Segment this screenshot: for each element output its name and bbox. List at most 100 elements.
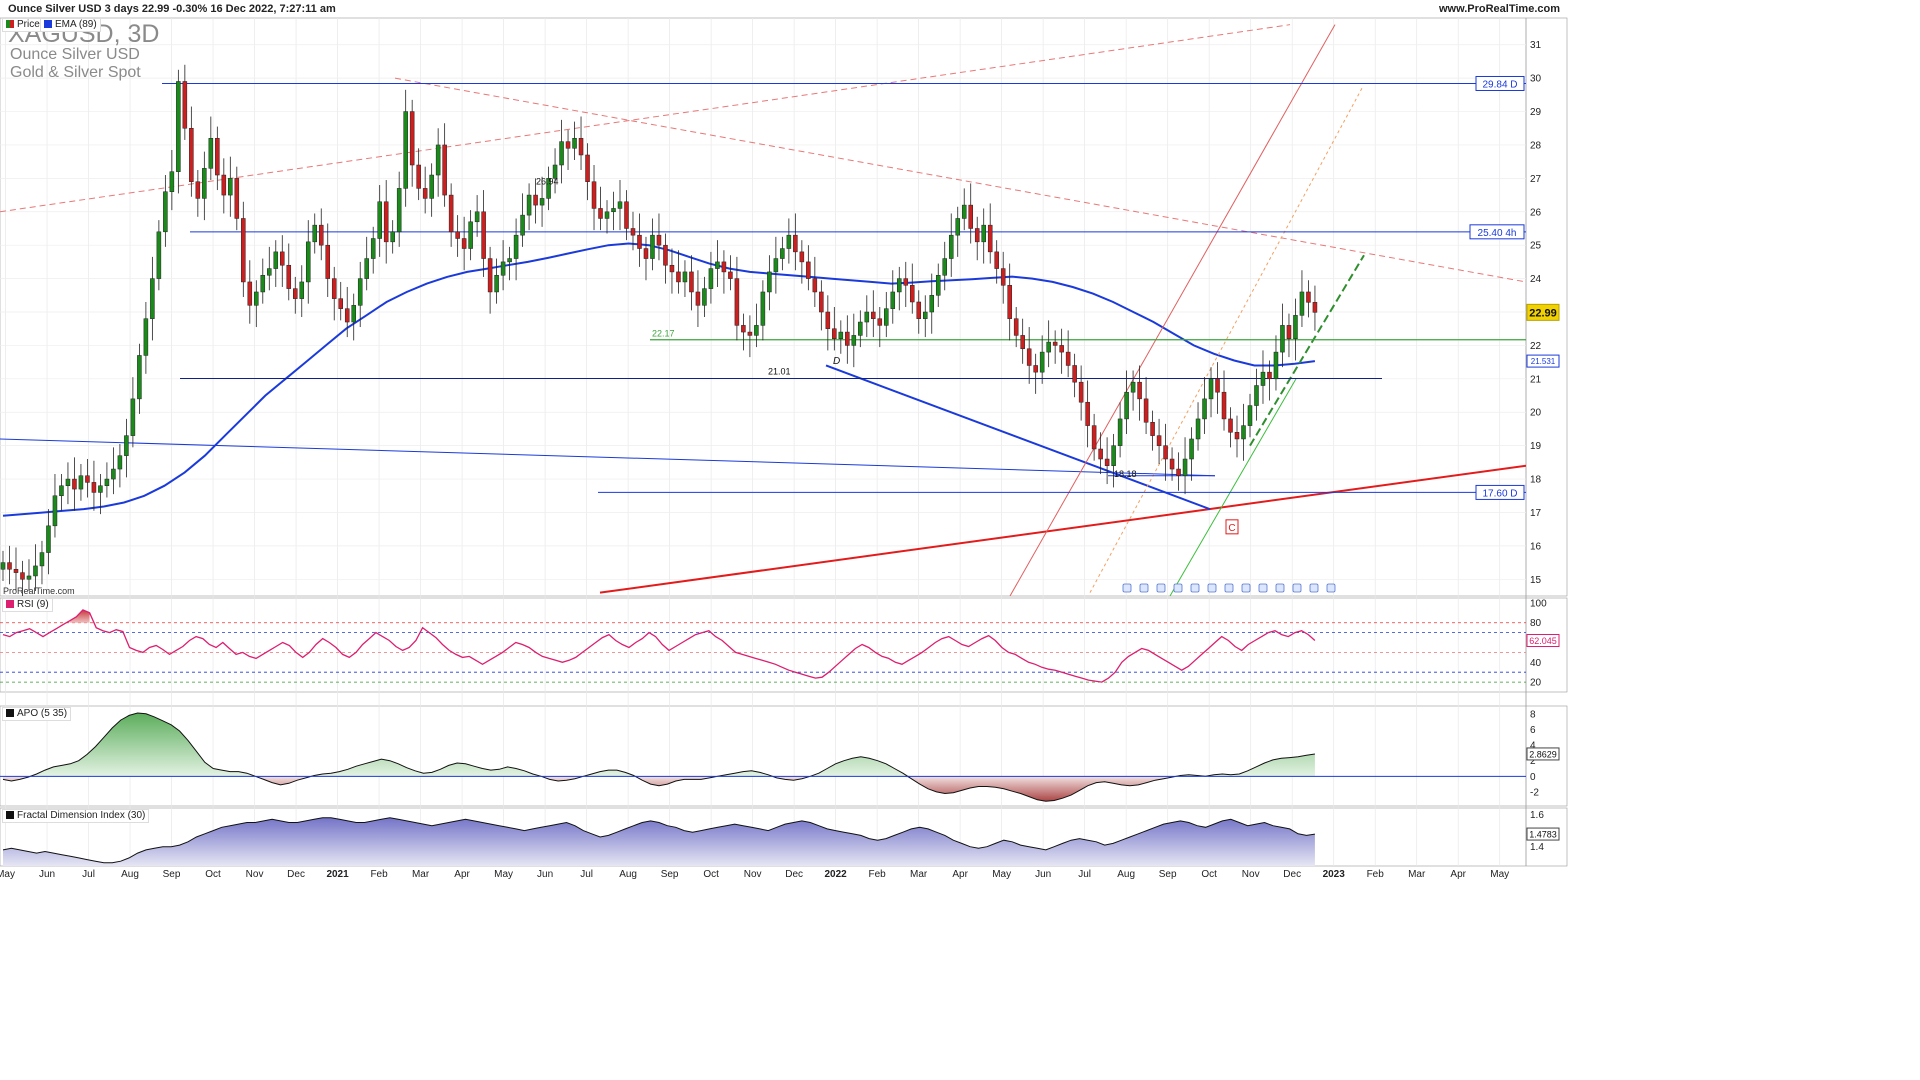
channel-line-red (1009, 24, 1336, 596)
candle-down (7, 562, 12, 570)
candle-down (344, 308, 350, 323)
event-marker-icon (1122, 583, 1132, 593)
legend-ema[interactable]: EMA (89) (40, 18, 101, 32)
fdi-fill (3, 817, 1315, 866)
candle-down (799, 251, 805, 263)
candle-up (46, 525, 51, 553)
legend-fdi[interactable]: Fractal Dimension Index (30) (2, 809, 150, 823)
event-marker-icon (1190, 583, 1200, 593)
candle-down (1312, 302, 1318, 313)
candle-up (760, 291, 766, 326)
candle-up (143, 318, 149, 356)
chart-canvas[interactable]: 22.17 21.01 26.94 18.18 D C May Jun Jul Aug Sep Oc… (0, 0, 1568, 882)
candle-down (871, 311, 876, 319)
legend-price-label: Price (17, 19, 40, 30)
candle-up (494, 275, 499, 293)
x-tick-label: Feb (370, 869, 388, 880)
candle-down (241, 218, 246, 283)
instrument-name: Ounce Silver USD (10, 46, 140, 63)
legend-apo-label: APO (5 35) (17, 708, 68, 719)
legend-price[interactable]: Price (2, 18, 44, 32)
candle-up (254, 291, 259, 306)
site-link[interactable]: www.ProRealTime.com (1438, 3, 1560, 15)
candle-up (851, 335, 857, 346)
event-marker-icon (1309, 583, 1319, 593)
x-tick-label: Aug (619, 869, 637, 880)
y-tick-label: 20 (1530, 408, 1542, 419)
candle-up (403, 111, 408, 189)
x-tick-label: Jul (82, 869, 95, 880)
rising-support-dashed (1249, 254, 1365, 447)
candle-down (832, 328, 837, 339)
candle-up (65, 478, 71, 486)
candle-down (565, 141, 571, 149)
rsi-value-text: 62.045 (1529, 636, 1557, 646)
candle-up (611, 208, 616, 213)
candle-up (429, 174, 434, 199)
candle-up (474, 211, 480, 223)
wave-label-c: C (1228, 523, 1235, 534)
candle-up (838, 331, 844, 339)
level-label-25-40-box (1469, 224, 1525, 240)
rsi-y-tick: 40 (1530, 658, 1542, 669)
legend-apo[interactable]: APO (5 35) (2, 707, 72, 721)
level-label-29-84-box (1475, 75, 1525, 91)
y-tick-label: 31 (1530, 40, 1542, 51)
candle-down (325, 244, 331, 279)
last-price-box (1526, 303, 1560, 321)
x-tick-label: Oct (205, 869, 221, 880)
event-marker-icon (1139, 583, 1149, 593)
candle-down (13, 569, 19, 573)
rsi-panel (0, 609, 1526, 683)
candle-down (585, 154, 590, 182)
y-tick-label: 22 (1530, 341, 1542, 352)
candle-down (1156, 435, 1162, 446)
candle-up (922, 311, 928, 319)
x-tick-label: Sep (661, 869, 679, 880)
candle-up (156, 231, 162, 279)
y-tick-label: 30 (1530, 74, 1542, 85)
candle-up (1208, 378, 1214, 400)
y-tick-label: 27 (1530, 174, 1542, 185)
apo-value-text: 2.8629 (1529, 749, 1557, 759)
candle-up (559, 141, 564, 166)
candle-down (422, 188, 428, 199)
chart-title: Ounce Silver USD 3 days 22.99 -0.30% 16 … (8, 3, 336, 15)
candle-up (1039, 351, 1045, 373)
legend-rsi[interactable]: RSI (9) (2, 598, 53, 612)
x-tick-label: Feb (1367, 869, 1385, 880)
candle-up (935, 275, 941, 296)
rsi-y-tick: 20 (1530, 678, 1542, 689)
apo-positive-fill (3, 713, 1315, 777)
candle-up (39, 552, 45, 567)
candle-down (1033, 365, 1038, 373)
candle-up (1280, 325, 1285, 353)
apo-y-tick: 6 (1530, 725, 1536, 736)
candle-down (461, 238, 467, 249)
candle-down (1169, 458, 1175, 470)
candle-down (689, 271, 694, 293)
candle-up (780, 248, 785, 259)
candle-down (1267, 371, 1272, 380)
candle-down (987, 224, 993, 253)
candle-up (267, 268, 272, 276)
candle-up (78, 475, 84, 490)
candle-down (1098, 448, 1103, 460)
candle-up (1247, 405, 1253, 426)
resistance-upper-dashed (0, 24, 1291, 213)
candle-down (1091, 425, 1097, 450)
candle-down (1072, 365, 1077, 383)
candle-up (137, 355, 142, 400)
candle-up (299, 281, 305, 299)
candle-up (1046, 341, 1051, 353)
x-tick-label: May (494, 869, 513, 880)
candle-up (786, 234, 792, 249)
candle-down (1000, 268, 1006, 286)
candle-up (1293, 315, 1298, 339)
rsi-value-box (1526, 634, 1560, 648)
candle-up (773, 258, 779, 273)
candle-down (669, 264, 675, 273)
candle-up (33, 565, 38, 577)
x-tick-label: 2022 (825, 869, 848, 880)
candle-down (533, 194, 538, 206)
